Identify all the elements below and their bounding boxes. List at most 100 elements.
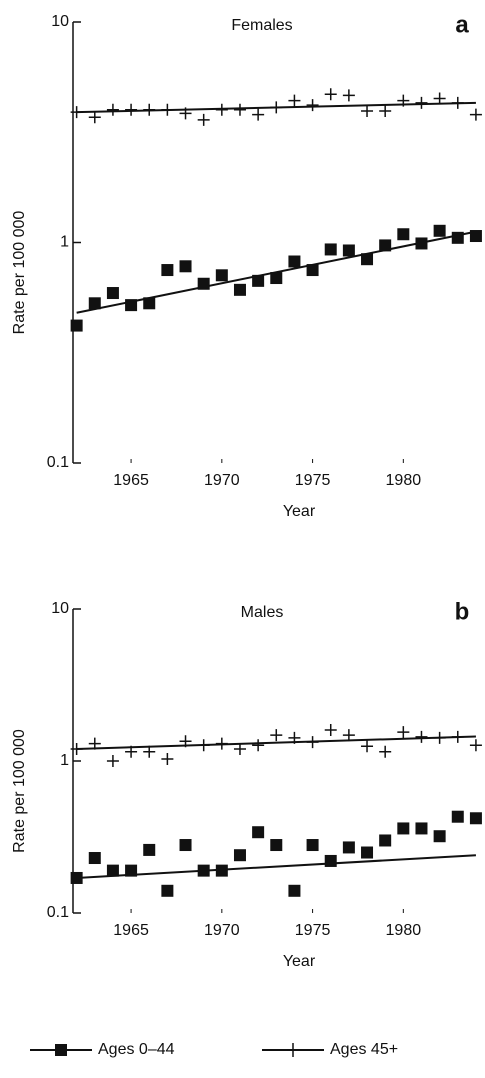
point bbox=[415, 822, 428, 835]
point bbox=[270, 729, 283, 742]
point bbox=[161, 884, 174, 897]
point bbox=[361, 846, 374, 859]
point bbox=[161, 753, 174, 766]
point bbox=[361, 104, 374, 117]
point bbox=[233, 849, 246, 862]
point bbox=[415, 96, 428, 109]
point bbox=[197, 864, 210, 877]
point bbox=[143, 745, 156, 758]
point bbox=[270, 272, 283, 285]
point bbox=[379, 104, 392, 117]
point bbox=[179, 260, 192, 273]
point bbox=[88, 297, 101, 310]
legend-label: Ages 45+ bbox=[330, 1041, 398, 1058]
point bbox=[433, 92, 446, 105]
point bbox=[270, 101, 283, 114]
point bbox=[70, 319, 83, 332]
point bbox=[379, 834, 392, 847]
point bbox=[179, 839, 192, 852]
point bbox=[379, 745, 392, 758]
point bbox=[143, 843, 156, 856]
y-tick-label: 1 bbox=[60, 752, 69, 769]
point bbox=[415, 237, 428, 250]
point bbox=[143, 297, 156, 310]
point bbox=[288, 94, 301, 107]
point bbox=[106, 864, 119, 877]
point bbox=[288, 731, 301, 744]
point bbox=[125, 864, 138, 877]
point bbox=[270, 839, 283, 852]
point bbox=[88, 852, 101, 865]
point bbox=[469, 812, 482, 825]
x-axis-label: Year bbox=[283, 953, 316, 970]
point bbox=[451, 810, 464, 823]
x-tick-label: 1970 bbox=[204, 472, 240, 489]
point bbox=[324, 243, 337, 256]
point bbox=[469, 230, 482, 243]
point bbox=[288, 255, 301, 268]
y-tick-label: 10 bbox=[51, 13, 69, 30]
point bbox=[324, 88, 337, 101]
x-tick-label: 1980 bbox=[386, 922, 422, 939]
point bbox=[397, 94, 410, 107]
point bbox=[70, 871, 83, 884]
x-tick-label: 1965 bbox=[113, 472, 149, 489]
point bbox=[361, 253, 374, 266]
point bbox=[197, 277, 210, 290]
point bbox=[161, 264, 174, 277]
point bbox=[342, 841, 355, 854]
point bbox=[106, 287, 119, 300]
point bbox=[451, 96, 464, 109]
x-tick-label: 1965 bbox=[113, 922, 149, 939]
point bbox=[397, 726, 410, 739]
point bbox=[469, 739, 482, 752]
point bbox=[451, 730, 464, 743]
point bbox=[379, 239, 392, 252]
point bbox=[433, 224, 446, 237]
point bbox=[433, 731, 446, 744]
point bbox=[197, 113, 210, 126]
point bbox=[252, 274, 265, 287]
point bbox=[306, 264, 319, 277]
point bbox=[70, 742, 83, 755]
point bbox=[161, 103, 174, 116]
panel-label: a bbox=[455, 11, 469, 38]
point bbox=[233, 283, 246, 296]
y-tick-label: 10 bbox=[51, 600, 69, 617]
x-tick-label: 1980 bbox=[386, 472, 422, 489]
y-axis-label: Rate per 100 000 bbox=[11, 729, 28, 853]
point bbox=[125, 745, 138, 758]
point bbox=[106, 755, 119, 767]
point bbox=[288, 884, 301, 897]
point bbox=[215, 737, 228, 750]
panel-title: Females bbox=[231, 17, 292, 34]
point bbox=[233, 742, 246, 755]
point bbox=[342, 729, 355, 742]
point bbox=[306, 99, 319, 112]
legend-marker bbox=[287, 1043, 299, 1057]
point bbox=[233, 103, 246, 116]
x-tick-label: 1975 bbox=[295, 922, 331, 939]
point bbox=[252, 826, 265, 839]
point bbox=[125, 299, 138, 312]
point bbox=[469, 108, 482, 121]
point bbox=[252, 108, 265, 121]
x-tick-label: 1970 bbox=[204, 922, 240, 939]
panel-label: b bbox=[455, 598, 470, 625]
point bbox=[324, 854, 337, 867]
point bbox=[106, 103, 119, 116]
point bbox=[342, 244, 355, 257]
point bbox=[215, 864, 228, 877]
point bbox=[397, 822, 410, 835]
point bbox=[143, 103, 156, 116]
point bbox=[342, 89, 355, 102]
panel-title: Males bbox=[241, 604, 284, 621]
x-tick-label: 1975 bbox=[295, 472, 331, 489]
point bbox=[397, 228, 410, 241]
point bbox=[215, 269, 228, 282]
point bbox=[125, 103, 138, 116]
point bbox=[88, 111, 101, 124]
point bbox=[361, 740, 374, 753]
point bbox=[179, 735, 192, 748]
point bbox=[306, 839, 319, 852]
